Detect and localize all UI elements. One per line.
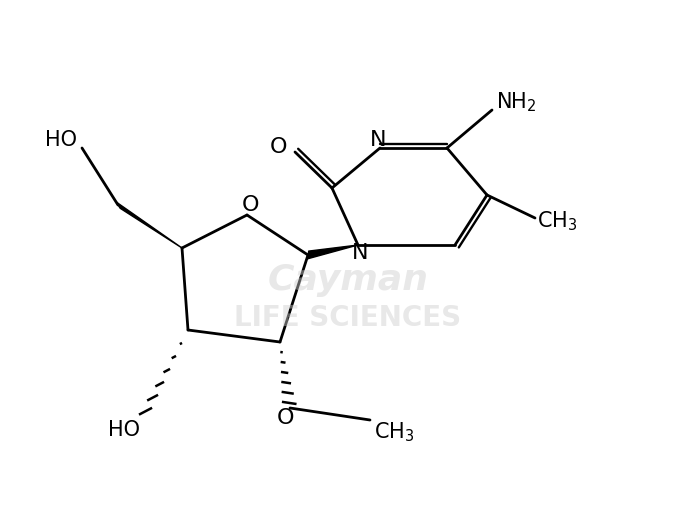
Text: Cayman: Cayman bbox=[267, 263, 429, 297]
Text: HO: HO bbox=[108, 420, 140, 440]
Polygon shape bbox=[307, 245, 358, 259]
Text: N: N bbox=[370, 130, 386, 150]
Text: NH$_2$: NH$_2$ bbox=[496, 90, 537, 114]
Text: O: O bbox=[276, 408, 294, 428]
Text: LIFE SCIENCES: LIFE SCIENCES bbox=[235, 304, 461, 332]
Text: N: N bbox=[351, 243, 368, 263]
Polygon shape bbox=[116, 202, 182, 248]
Text: O: O bbox=[269, 137, 287, 157]
Text: HO: HO bbox=[45, 130, 77, 150]
Text: CH$_3$: CH$_3$ bbox=[374, 420, 415, 444]
Text: O: O bbox=[242, 195, 259, 215]
Text: CH$_3$: CH$_3$ bbox=[537, 209, 578, 233]
